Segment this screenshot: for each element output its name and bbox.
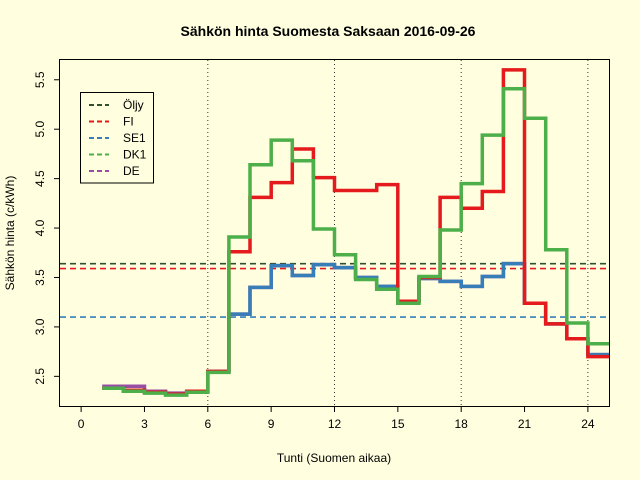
x-tick-label: 6 — [204, 417, 211, 431]
y-tick-label: 2.5 — [33, 368, 47, 385]
x-tick-label: 18 — [455, 417, 469, 431]
y-axis: 2.5 3.0 3.5 4.0 4.5 5.0 5.5 — [33, 71, 60, 385]
y-tick-label: 3.0 — [33, 318, 47, 335]
y-tick-label: 4.0 — [33, 219, 47, 236]
legend-label: SE1 — [123, 131, 146, 145]
x-tick-label: 15 — [391, 417, 405, 431]
legend-label: FI — [123, 115, 134, 129]
legend-label: DE — [123, 164, 140, 178]
x-axis-label: Tunti (Suomen aikaa) — [277, 451, 391, 465]
x-tick-label: 21 — [518, 417, 532, 431]
x-tick-label: 12 — [328, 417, 342, 431]
y-tick-label: 4.5 — [33, 170, 47, 187]
legend: Öljy FI SE1 DK1 DE — [80, 92, 154, 184]
legend-label: DK1 — [123, 148, 147, 162]
chart-title: Sähkön hinta Suomesta Saksaan 2016-09-26 — [181, 23, 476, 39]
series-lines — [102, 68, 609, 397]
x-tick-label: 9 — [268, 417, 275, 431]
x-axis: 0 3 6 9 12 15 18 21 24 — [78, 406, 595, 431]
x-tick-label: 24 — [581, 417, 595, 431]
y-tick-label: 5.0 — [33, 121, 47, 138]
x-tick-label: 3 — [141, 417, 148, 431]
y-tick-label: 5.5 — [33, 71, 47, 88]
y-tick-label: 3.5 — [33, 269, 47, 286]
y-axis-label: Sähkön hinta (c/kWh) — [3, 176, 17, 291]
series-line-DK1 — [102, 86, 609, 397]
legend-label: Öljy — [123, 98, 144, 112]
x-tick-label: 0 — [78, 417, 85, 431]
